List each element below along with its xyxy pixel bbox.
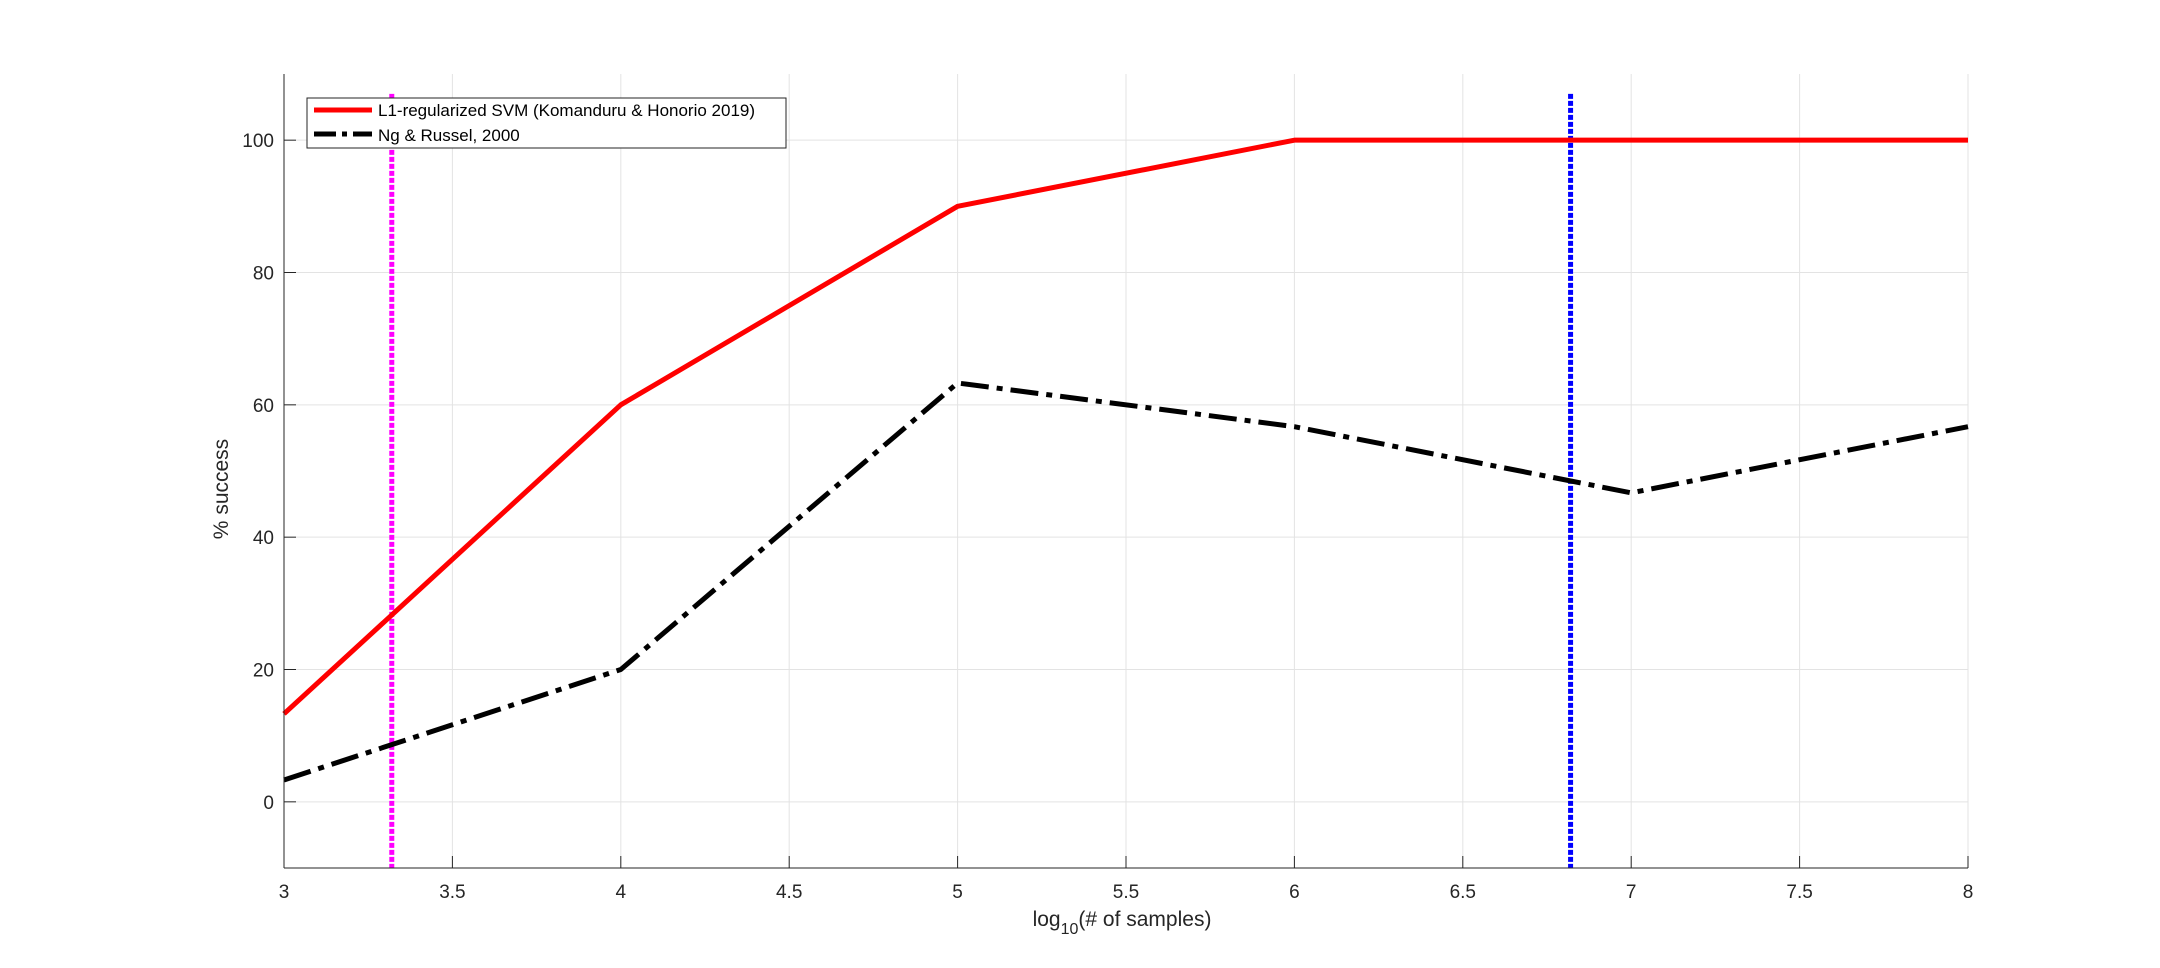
y-axis-label: % success [210, 439, 233, 539]
reference-lines [389, 93, 1574, 868]
y-axis-ticks: 0 20 40 60 80 100 [242, 131, 296, 814]
series-lines [282, 137, 1969, 783]
y-tick-label: 60 [253, 396, 274, 417]
x-tick-label: 7 [1626, 882, 1637, 903]
x-tick-label: 7.5 [1786, 882, 1812, 903]
y-tick-label: 100 [242, 131, 274, 152]
x-tick-label: 6.5 [1450, 882, 1476, 903]
series-line-2 [283, 380, 1969, 783]
legend-label-svm: L1-regularized SVM (Komanduru & Honorio … [378, 101, 755, 120]
legend-box [306, 97, 787, 149]
y-tick-label: 20 [253, 661, 274, 682]
grid-lines [283, 74, 1969, 868]
x-axis-ticks: 3 3.5 4 4.5 5 5.5 6 6.5 7 7.5 8 [279, 856, 1974, 903]
x-tick-label: 3 [279, 882, 290, 903]
y-tick-label: 80 [253, 264, 274, 285]
x-tick-label: 6 [1289, 882, 1300, 903]
x-tick-label: 4 [616, 882, 627, 903]
x-tick-label: 4.5 [776, 882, 802, 903]
x-tick-label: 3.5 [439, 882, 465, 903]
x-tick-label: 5.5 [1113, 882, 1139, 903]
y-tick-label: 40 [253, 528, 274, 549]
legend-label-ng: Ng & Russel, 2000 [378, 126, 520, 145]
series-line-1 [282, 137, 1968, 716]
x-tick-label: 8 [1963, 882, 1974, 903]
x-tick-label: 5 [952, 882, 963, 903]
y-tick-label: 0 [263, 793, 274, 814]
legend: L1-regularized SVM (Komanduru & Honorio … [306, 97, 787, 149]
x-axis-label: log10(# of samples) [1033, 908, 1212, 938]
